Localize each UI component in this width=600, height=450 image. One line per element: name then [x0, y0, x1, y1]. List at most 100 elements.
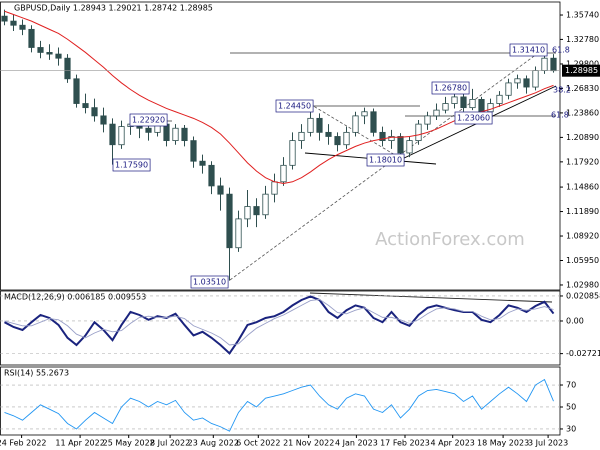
y-tick-label: 1.05950	[566, 256, 599, 265]
y-tick-label: 1.35740	[566, 11, 599, 20]
candle-body	[541, 57, 548, 71]
y-tick-label: 1.14860	[566, 183, 599, 192]
y-tick-label: 1.32780	[566, 35, 599, 44]
y-tick-label: 1.20890	[566, 133, 599, 142]
candle-body	[415, 123, 422, 142]
candle-body	[235, 218, 242, 249]
candle-body	[325, 131, 332, 137]
series-line	[4, 298, 554, 346]
candle-body	[550, 57, 557, 72]
candle-body	[262, 193, 269, 216]
x-tick-label: 24 Feb 2022	[0, 439, 46, 448]
candle-body	[388, 136, 395, 142]
candle-body	[280, 164, 287, 183]
x-tick-label: 3 Jul 2023	[528, 439, 568, 448]
annotation-box	[454, 111, 493, 125]
annotation: 1.22920	[132, 116, 165, 125]
annotation-box	[509, 43, 548, 57]
y-tick-label: -0.027213	[566, 349, 600, 358]
annotation-box	[190, 275, 229, 289]
candle-body	[190, 140, 197, 162]
candle-body	[244, 206, 251, 220]
candle-body	[523, 78, 530, 88]
current-price-box	[562, 64, 600, 77]
y-tick-label: 0.00	[566, 316, 584, 325]
x-tick-label: 6 Oct 2022	[236, 439, 280, 448]
current-price-label: 1.28985	[565, 66, 598, 75]
y-tick-label: 1.26830	[566, 84, 599, 93]
candle-body	[361, 111, 368, 117]
y-tick-label: 1.08920	[566, 232, 599, 241]
candle-body	[208, 164, 215, 187]
annotation: 1.18010	[369, 156, 402, 165]
candle-body	[487, 103, 494, 113]
candle-body	[100, 115, 107, 125]
candle-body	[1, 15, 8, 22]
candle-body	[433, 109, 440, 117]
series-line	[4, 295, 555, 355]
candle-body	[343, 131, 350, 146]
annotation-box	[112, 158, 151, 172]
candle-body	[226, 193, 233, 249]
candle-body	[334, 136, 341, 146]
candle-body	[505, 82, 512, 96]
moving-average	[4, 10, 554, 184]
candle-body	[478, 99, 485, 113]
candle-body	[145, 127, 152, 133]
x-tick-label: 11 Apr 2022	[55, 439, 104, 448]
y-tick-label: 50	[566, 402, 576, 411]
divergence-line	[309, 292, 553, 303]
candle-body	[289, 140, 296, 166]
candle-body	[406, 140, 413, 154]
y-tick-label: 0.020858	[566, 291, 600, 300]
candle-body	[46, 52, 53, 55]
candle-body	[19, 24, 26, 30]
watermark: ActionForex.com	[375, 229, 525, 250]
candle-body	[370, 111, 377, 133]
annotation: 1.31410	[512, 46, 545, 55]
chart-title: GBPUSD,Daily 1.28943 1.29021 1.28742 1.2…	[14, 4, 213, 13]
candle-body	[379, 131, 386, 142]
x-tick-label: 4 Jan 2023	[335, 439, 378, 448]
candle-body	[199, 160, 206, 166]
candle-body	[181, 127, 188, 142]
annotation: 1.23060	[457, 114, 490, 123]
annotation: 1.26780	[434, 84, 467, 93]
annotation-box	[431, 81, 470, 95]
candle-body	[55, 53, 62, 59]
annotation: 38.2	[553, 86, 571, 95]
panel-title: RSI(14) 55.2673	[4, 369, 69, 378]
y-tick-label: 30	[566, 424, 576, 433]
candle-body	[37, 47, 44, 53]
candle-body	[10, 20, 17, 26]
candle-body	[172, 127, 179, 142]
panel-frame	[0, 366, 561, 436]
panel-frame	[0, 290, 561, 366]
y-tick-label: 70	[566, 381, 576, 390]
annotation-box	[275, 99, 314, 113]
x-tick-label: 23 Aug 2022	[188, 439, 239, 448]
y-tick-label: 1.17920	[566, 157, 599, 166]
x-tick-label: 25 May 2022	[103, 439, 155, 448]
annotation: 61.8	[551, 111, 569, 120]
candle-body	[307, 117, 314, 133]
candle-body	[82, 103, 89, 109]
annotation: 61.8	[552, 46, 570, 55]
candle-body	[460, 96, 467, 109]
candle-body	[217, 185, 224, 195]
annotation: 1.03510	[193, 278, 226, 287]
x-tick-label: 8 Jul 2022	[150, 439, 190, 448]
x-tick-label: 17 Feb 2023	[380, 439, 430, 448]
candle-body	[469, 99, 476, 109]
candle-body	[253, 206, 260, 216]
candle-body	[28, 28, 35, 48]
candle-body	[118, 126, 125, 146]
candle-body	[514, 78, 521, 84]
candle-body	[532, 70, 539, 88]
candle-body	[316, 117, 323, 133]
x-tick-label: 21 Nov 2022	[283, 439, 334, 448]
candle-body	[73, 78, 80, 104]
candle-body	[496, 94, 503, 104]
candle-body	[271, 181, 278, 195]
